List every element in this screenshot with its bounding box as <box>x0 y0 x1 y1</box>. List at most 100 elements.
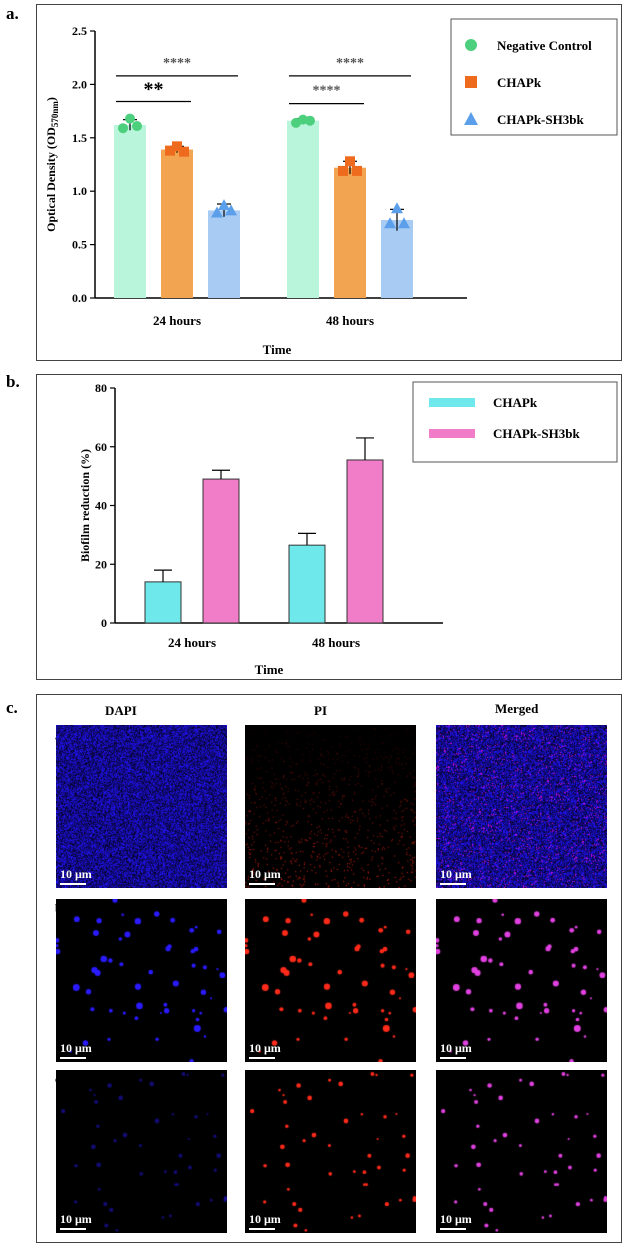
legend-frame <box>412 381 618 463</box>
data-point <box>218 199 230 211</box>
micrograph-image <box>436 725 607 888</box>
micrograph-dapi-row-2: 10 μm <box>56 899 227 1062</box>
panel-c-letter: c. <box>6 698 18 717</box>
data-point <box>132 121 142 132</box>
y-tick-label: 2.5 <box>72 24 87 38</box>
significance-label: ** <box>144 78 164 100</box>
y-tick-label: 1.0 <box>72 184 87 198</box>
data-point <box>172 141 182 152</box>
data-point <box>338 165 348 176</box>
micrograph-pi-row-1: 10 μm <box>245 725 416 888</box>
y-tick-label: 80 <box>95 381 107 395</box>
scale-bar <box>440 1057 466 1059</box>
data-point <box>211 206 223 218</box>
scale-bar <box>60 1057 86 1059</box>
y-tick-label: 0.5 <box>72 238 87 252</box>
significance-label: **** <box>336 56 364 71</box>
scale-bar-label: 10 μm <box>60 1041 92 1055</box>
bar-chapk-sh3bk <box>381 220 413 298</box>
data-point <box>165 145 175 156</box>
x-tick-label: 24 hours <box>168 635 216 650</box>
data-point <box>384 217 396 229</box>
bar-negative-control <box>287 120 319 298</box>
micrograph-image <box>436 1070 607 1233</box>
legend-label: Negative Control <box>497 38 592 53</box>
micrograph-image <box>436 899 607 1062</box>
data-point <box>398 217 410 229</box>
y-tick-label: 2.0 <box>72 77 87 91</box>
data-point <box>305 115 315 126</box>
legend-frame <box>450 18 618 136</box>
significance-label: **** <box>313 84 341 99</box>
micrograph-image <box>245 899 416 1062</box>
panel-a-letter: a. <box>6 4 19 23</box>
legend-label: CHAPk <box>497 75 542 90</box>
scale-bar <box>440 1228 466 1230</box>
micrograph-image <box>56 725 227 888</box>
legend-swatch <box>429 429 475 438</box>
data-point <box>225 204 237 216</box>
legend-marker <box>465 76 477 88</box>
bar-negative-control <box>114 124 146 298</box>
scale-bar-label: 10 μm <box>249 1041 281 1055</box>
legend-marker <box>465 39 477 51</box>
y-axis-title: Biofilm reduction (%) <box>78 449 92 562</box>
y-tick-label: 1.5 <box>72 131 87 145</box>
x-axis-title: Time <box>263 342 292 357</box>
legend-label: CHAPk-SH3bk <box>493 426 580 441</box>
legend-swatch <box>429 398 475 407</box>
panel-a-frame: 0.0 0.5 1.0 1.5 2.0 2.5 24 hours 48 hours **** **… <box>36 4 622 361</box>
x-axis-title: Time <box>255 662 284 677</box>
column-label-merged: Merged <box>495 701 539 716</box>
y-axis-title: Optical Density (OD570nm) <box>44 97 60 232</box>
y-tick-label: 40 <box>95 499 107 513</box>
panel-b-letter: b. <box>6 372 20 391</box>
y-tick-label: 0 <box>101 616 107 630</box>
x-tick-label: 48 hours <box>312 635 360 650</box>
panel-b-frame: 0 20 40 60 80 24 hours 48 hours Time Biofilm red… <box>36 374 622 680</box>
bar-chapk-sh3bk <box>346 459 384 624</box>
micrograph-image <box>245 725 416 888</box>
bar-chapk <box>144 581 182 624</box>
micrograph-image <box>56 899 227 1062</box>
bar-chapk <box>334 167 366 298</box>
micrograph-dapi-row-3: 10 μm <box>56 1070 227 1233</box>
data-point <box>352 165 362 176</box>
column-label-pi: PI <box>314 703 327 718</box>
data-point <box>391 202 403 214</box>
micrograph-merged-row-2: 10 μm <box>436 899 607 1062</box>
significance-label: **** <box>163 56 191 71</box>
scale-bar-label: 10 μm <box>60 867 92 881</box>
micrograph-dapi-row-1: 10 μm <box>56 725 227 888</box>
data-point <box>179 146 189 157</box>
x-tick-label: 48 hours <box>326 313 374 328</box>
chart-a: 0.00.51.01.52.02.524 hours 48 hours******… <box>44 18 618 357</box>
legend-marker <box>464 112 478 125</box>
y-tick-label: 0.0 <box>72 291 87 305</box>
x-tick-label: 24 hours <box>153 313 201 328</box>
bar-chapk-sh3bk <box>202 478 240 624</box>
micrograph-pi-row-2: 10 μm <box>245 899 416 1062</box>
scale-bar-label: 10 μm <box>249 867 281 881</box>
chart-b: 0 20 40 60 80 24 hours 48 hours Time Biofilm red… <box>78 381 618 677</box>
bar-chapk <box>161 149 193 298</box>
bar-chapk-sh3bk <box>208 210 240 298</box>
scale-bar <box>60 1228 86 1230</box>
scale-bar <box>249 1057 275 1059</box>
scale-bar <box>60 883 86 885</box>
scale-bar-label: 10 μm <box>440 1212 472 1226</box>
scale-bar <box>440 883 466 885</box>
micrograph-image <box>56 1070 227 1233</box>
scale-bar <box>249 883 275 885</box>
legend-label: CHAPk-SH3bk <box>497 112 584 127</box>
scale-bar-label: 10 μm <box>440 867 472 881</box>
y-tick-label: 20 <box>95 557 107 571</box>
data-point <box>345 156 355 167</box>
y-tick-label: 60 <box>95 440 107 454</box>
scale-bar-label: 10 μm <box>440 1041 472 1055</box>
scale-bar <box>249 1228 275 1230</box>
legend-label: CHAPk <box>493 395 538 410</box>
micrograph-merged-row-1: 10 μm <box>436 725 607 888</box>
scale-bar-label: 10 μm <box>60 1212 92 1226</box>
